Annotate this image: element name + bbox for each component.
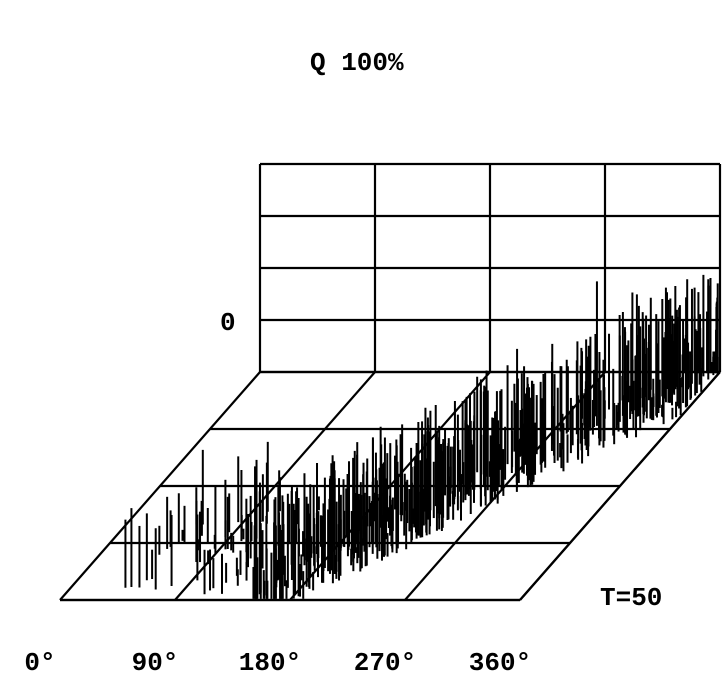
svg-text:0: 0 xyxy=(220,308,236,338)
svg-text:T=50: T=50 xyxy=(600,583,662,613)
svg-text:Q 100%: Q 100% xyxy=(310,48,404,78)
bars xyxy=(125,275,717,599)
svg-text:180°: 180° xyxy=(239,648,301,678)
svg-text:360°: 360° xyxy=(469,648,531,678)
svg-text:0°: 0° xyxy=(24,648,55,678)
svg-text:90°: 90° xyxy=(132,648,179,678)
chart-svg: 0° 90° 180° 270° 360° T=50 Q 100% 0 xyxy=(0,0,724,696)
svg-text:270°: 270° xyxy=(354,648,416,678)
chart-3d-bar: 0° 90° 180° 270° 360° T=50 Q 100% 0 xyxy=(0,0,724,696)
